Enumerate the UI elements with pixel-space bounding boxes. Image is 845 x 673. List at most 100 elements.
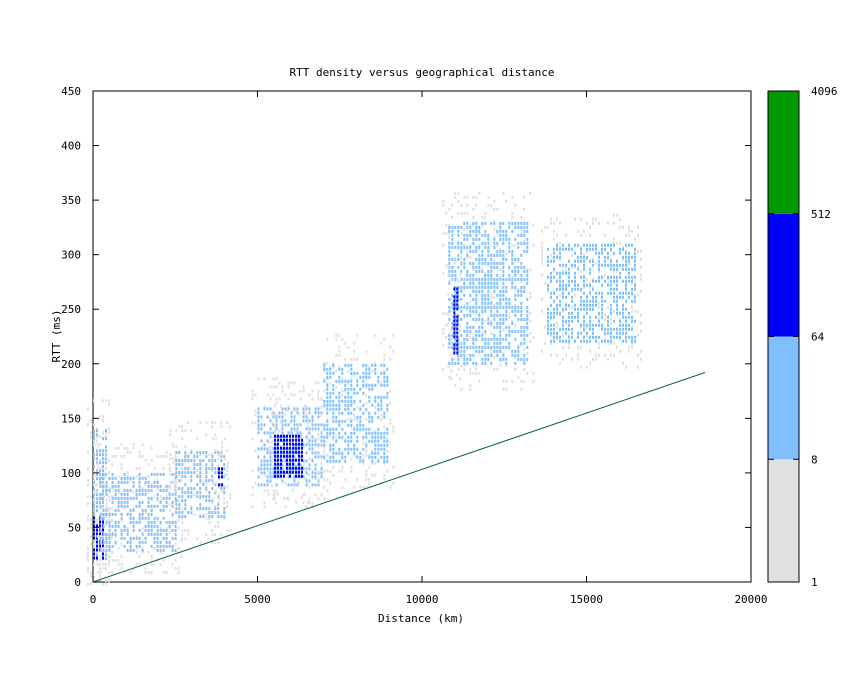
- density-cell-light: [502, 257, 505, 261]
- density-cell-faint: [224, 473, 226, 477]
- density-cell-light: [598, 255, 600, 259]
- density-cell-light: [108, 548, 111, 552]
- density-cell-light: [377, 443, 380, 447]
- density-cell-faint: [141, 546, 144, 550]
- density-cell-light: [568, 247, 570, 251]
- density-cell-faint: [456, 345, 459, 349]
- density-cell-faint: [383, 425, 386, 429]
- density-cell-light: [478, 329, 481, 333]
- x-tick-label: 0: [90, 593, 97, 606]
- density-cell-light: [508, 341, 511, 345]
- density-cell-faint: [610, 249, 612, 253]
- density-cell-light: [120, 512, 123, 516]
- density-cell-faint: [383, 413, 386, 417]
- density-cell-light: [135, 520, 138, 524]
- density-cell-faint: [147, 550, 150, 554]
- density-cell-light: [126, 532, 129, 536]
- density-cell-faint: [90, 518, 92, 522]
- density-cell-light: [275, 443, 278, 447]
- density-cell-light: [290, 471, 293, 475]
- density-cell-light: [383, 447, 386, 451]
- density-cell-light: [607, 243, 609, 247]
- density-cell-light: [338, 435, 341, 439]
- density-cell-light: [505, 289, 508, 293]
- density-cell-faint: [135, 466, 138, 470]
- density-cell-faint: [184, 529, 187, 533]
- density-cell-light: [141, 512, 144, 516]
- density-cell-light: [386, 391, 389, 395]
- density-cell-dark: [274, 434, 276, 438]
- density-cell-light: [214, 483, 217, 487]
- density-cell-faint: [205, 485, 208, 489]
- density-cell-faint: [263, 405, 266, 409]
- density-cell-faint: [111, 519, 113, 523]
- density-cell-faint: [105, 506, 108, 510]
- density-cell-faint: [502, 255, 505, 259]
- density-cell-light: [595, 243, 597, 247]
- density-cell-faint: [150, 498, 153, 502]
- density-cell-light: [338, 447, 341, 451]
- density-cell-light: [469, 329, 472, 333]
- density-cell-light: [526, 325, 529, 329]
- density-cell-dark: [456, 303, 459, 307]
- density-cell-faint: [450, 353, 453, 357]
- density-cell-light: [520, 301, 523, 305]
- density-cell-light: [496, 249, 499, 253]
- density-cell-faint: [577, 265, 579, 269]
- density-cell-light: [359, 387, 362, 391]
- density-cell-light: [371, 431, 374, 435]
- density-cell-dark: [289, 474, 291, 478]
- density-cell-faint: [484, 211, 487, 215]
- density-cell-dark: [221, 467, 223, 471]
- density-cell-faint: [105, 523, 107, 527]
- density-cell-light: [99, 461, 101, 465]
- density-cell-light: [190, 459, 193, 463]
- density-cell-light: [96, 433, 98, 437]
- density-cell-light: [625, 263, 627, 267]
- density-cell-light: [448, 337, 451, 341]
- density-cell-faint: [111, 495, 113, 499]
- density-cell-faint: [290, 449, 293, 453]
- density-cell-light: [371, 403, 374, 407]
- density-cell-light: [496, 285, 499, 289]
- density-cell-light: [493, 261, 496, 265]
- density-cell-faint: [353, 425, 356, 429]
- density-cell-faint: [212, 497, 214, 501]
- density-cell-faint: [640, 277, 642, 281]
- density-cell-light: [377, 415, 380, 419]
- density-cell-faint: [227, 461, 229, 465]
- density-cell-light: [383, 379, 386, 383]
- density-cell-light: [634, 283, 636, 287]
- density-cell-faint: [511, 319, 514, 323]
- density-cell-faint: [126, 498, 129, 502]
- density-cell-light: [523, 325, 526, 329]
- density-cell-light: [565, 319, 567, 323]
- density-cell-faint: [499, 275, 502, 279]
- density-cell-light: [284, 419, 287, 423]
- density-cell-faint: [335, 333, 338, 337]
- density-cell-light: [487, 353, 490, 357]
- density-cell-faint: [254, 449, 257, 453]
- density-cell-light: [580, 303, 582, 307]
- density-cell-light: [126, 492, 129, 496]
- density-cell-faint: [442, 243, 445, 247]
- density-cell-faint: [108, 490, 111, 494]
- density-cell-light: [589, 271, 591, 275]
- density-cell-light: [478, 285, 481, 289]
- density-cell-light: [571, 295, 573, 299]
- density-cell-light: [353, 399, 356, 403]
- density-cell-faint: [508, 311, 511, 315]
- density-cell-faint: [556, 233, 558, 237]
- density-cell-light: [196, 495, 199, 499]
- density-cell-faint: [96, 570, 99, 574]
- density-cell-light: [132, 516, 135, 520]
- density-cell-light: [362, 427, 365, 431]
- density-cell-dark: [456, 315, 459, 319]
- density-cell-light: [478, 345, 481, 349]
- density-cell-light: [377, 407, 380, 411]
- density-cell-light: [174, 548, 177, 552]
- density-cell-light: [320, 443, 323, 447]
- density-cell-light: [598, 259, 600, 263]
- density-cell-light: [625, 335, 627, 339]
- x-axis-label: Distance (km): [378, 612, 464, 625]
